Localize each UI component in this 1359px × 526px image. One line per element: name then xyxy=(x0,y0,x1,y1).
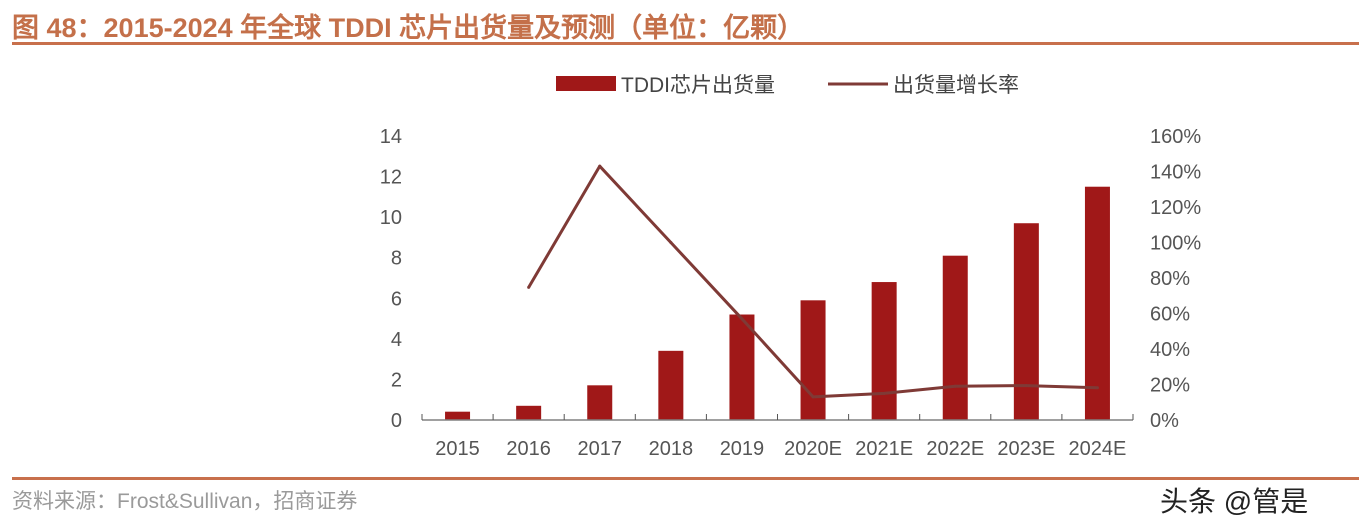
left-tick-label: 2 xyxy=(391,369,402,391)
bar-2024E xyxy=(1084,186,1110,420)
watermark: 头条 @管是 xyxy=(1160,486,1309,517)
legend: TDDI芯片出货量 出货量增长率 xyxy=(556,74,1019,97)
x-tick-label: 2016 xyxy=(506,438,551,460)
right-tick-label: 0% xyxy=(1150,410,1179,432)
left-tick-label: 8 xyxy=(391,248,402,270)
right-tick-label: 120% xyxy=(1150,197,1201,219)
bar-2022E xyxy=(942,255,968,420)
growth-point-2018 xyxy=(669,241,673,244)
x-tick-label: 2020E xyxy=(784,438,842,460)
right-tick-label: 40% xyxy=(1150,339,1190,361)
x-tick-label: 2015 xyxy=(435,438,480,460)
figure-title: 图 48：2015-2024 年全球 TDDI 芯片出货量及预测（单位：亿颗） xyxy=(12,13,805,43)
left-tick-label: 0 xyxy=(391,410,402,432)
bar-2016 xyxy=(516,405,542,420)
bar-2021E xyxy=(871,282,897,420)
x-tick-label: 2024E xyxy=(1069,438,1127,460)
left-tick-label: 6 xyxy=(391,288,402,310)
bar-2015 xyxy=(445,411,471,420)
growth-point-2023E xyxy=(1024,384,1028,388)
growth-point-2016 xyxy=(527,285,531,289)
bar-2023E xyxy=(1013,223,1039,420)
growth-point-2019 xyxy=(740,317,744,321)
growth-point-2017 xyxy=(598,164,602,168)
x-tick-label: 2021E xyxy=(855,438,913,460)
left-tick-label: 4 xyxy=(391,329,402,351)
right-tick-label: 80% xyxy=(1150,268,1190,290)
source-note: 资料来源：Frost&Sullivan，招商证券 xyxy=(12,490,358,513)
growth-point-2021E xyxy=(882,391,886,395)
right-tick-label: 140% xyxy=(1150,162,1201,184)
right-tick-label: 20% xyxy=(1150,375,1190,397)
right-tick-label: 160% xyxy=(1150,126,1201,148)
x-tick-label: 2023E xyxy=(997,438,1055,460)
growth-point-2024E xyxy=(1095,386,1099,390)
right-tick-label: 60% xyxy=(1150,304,1190,326)
x-tick-label: 2018 xyxy=(649,438,694,460)
x-tick-label: 2019 xyxy=(720,438,765,460)
bar-2020E xyxy=(800,300,826,420)
bar-2018 xyxy=(658,350,684,420)
right-tick-label: 100% xyxy=(1150,233,1201,255)
left-tick-label: 10 xyxy=(380,207,402,229)
growth-point-2020E xyxy=(811,395,815,399)
legend-bar-label: TDDI芯片出货量 xyxy=(621,74,775,97)
left-tick-label: 12 xyxy=(380,167,402,189)
growth-point-2022E xyxy=(953,384,957,388)
title-rule xyxy=(12,42,1359,45)
x-tick-label: 2022E xyxy=(926,438,984,460)
legend-line-label: 出货量增长率 xyxy=(893,74,1019,97)
footer-rule xyxy=(12,477,1359,480)
bar-2017 xyxy=(587,385,613,420)
left-tick-label: 14 xyxy=(380,126,402,148)
bar-2019 xyxy=(729,314,755,420)
legend-bar-swatch xyxy=(556,76,616,91)
x-tick-label: 2017 xyxy=(578,438,623,460)
